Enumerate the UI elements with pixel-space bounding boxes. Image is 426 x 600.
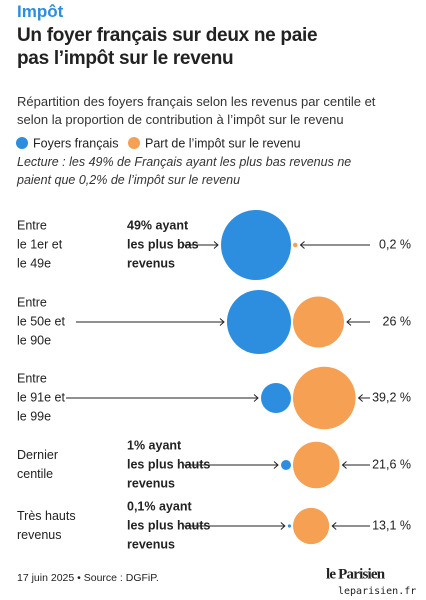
annotation: 0,1% ayant xyxy=(127,499,192,513)
legend-label: Part de l’impôt sur le revenu xyxy=(145,136,301,150)
bubble xyxy=(221,210,291,280)
bubble xyxy=(287,524,291,528)
arrow-head xyxy=(253,394,259,402)
note: Lecture : les 49% de Français ayant les … xyxy=(17,155,352,187)
bubble xyxy=(293,366,356,430)
annotation: 1% ayant xyxy=(127,438,182,452)
annotation: revenus xyxy=(127,537,175,551)
arrow-head xyxy=(299,241,305,249)
bubble xyxy=(293,296,344,348)
subtitle: Répartition des foyers français selon le… xyxy=(17,94,376,127)
value-label: 26 % xyxy=(383,314,412,328)
category-label: Entre xyxy=(17,295,47,309)
category-label: le 49e xyxy=(17,256,51,270)
source: 17 juin 2025 • Source : DGFiP. xyxy=(17,572,159,584)
category-label: Très hauts xyxy=(17,509,76,523)
category-label: le 90e xyxy=(17,333,51,347)
annotation: 49% ayant xyxy=(127,218,189,232)
category-label: le 91e et xyxy=(17,390,65,404)
legend-marker xyxy=(16,137,28,149)
arrow-head xyxy=(357,394,363,402)
arrow-head xyxy=(280,522,286,530)
arrow-head xyxy=(213,241,219,249)
category-label: le 50e et xyxy=(17,314,65,328)
value-label: 0,2 % xyxy=(379,237,411,251)
category-label: le 99e xyxy=(17,409,51,423)
bubble xyxy=(226,289,291,355)
kicker: Impôt xyxy=(17,2,64,21)
annotation: les plus hauts xyxy=(127,518,210,532)
chart-title: Un foyer français sur deux ne paie pas l… xyxy=(17,25,318,69)
legend-label: Foyers français xyxy=(33,136,118,150)
annotation: les plus bas xyxy=(127,237,199,251)
value-label: 13,1 % xyxy=(372,518,411,532)
annotation: les plus hauts xyxy=(127,457,210,471)
logo: le Parisien xyxy=(326,566,386,582)
bubble xyxy=(261,383,291,413)
bubble xyxy=(293,441,340,489)
category-label: Dernier xyxy=(17,448,58,462)
category-label: revenus xyxy=(17,528,61,542)
arrow-head xyxy=(219,318,225,326)
legend-marker xyxy=(128,137,140,149)
category-label: Entre xyxy=(17,371,47,385)
annotation: revenus xyxy=(127,256,175,270)
category-label: Entre xyxy=(17,218,47,232)
category-label: le 1er et xyxy=(17,237,63,251)
value-label: 21,6 % xyxy=(372,457,411,471)
credit: leparisien.fr xyxy=(338,586,416,597)
arrow-head xyxy=(341,461,347,469)
arrow-head xyxy=(331,522,337,530)
bubble xyxy=(293,507,330,545)
value-label: 39,2 % xyxy=(372,390,411,404)
category-label: centile xyxy=(17,467,53,481)
annotation: revenus xyxy=(127,476,175,490)
arrow-head xyxy=(346,318,352,326)
bubble xyxy=(281,460,291,470)
bubble xyxy=(293,242,298,248)
arrow-head xyxy=(273,461,279,469)
